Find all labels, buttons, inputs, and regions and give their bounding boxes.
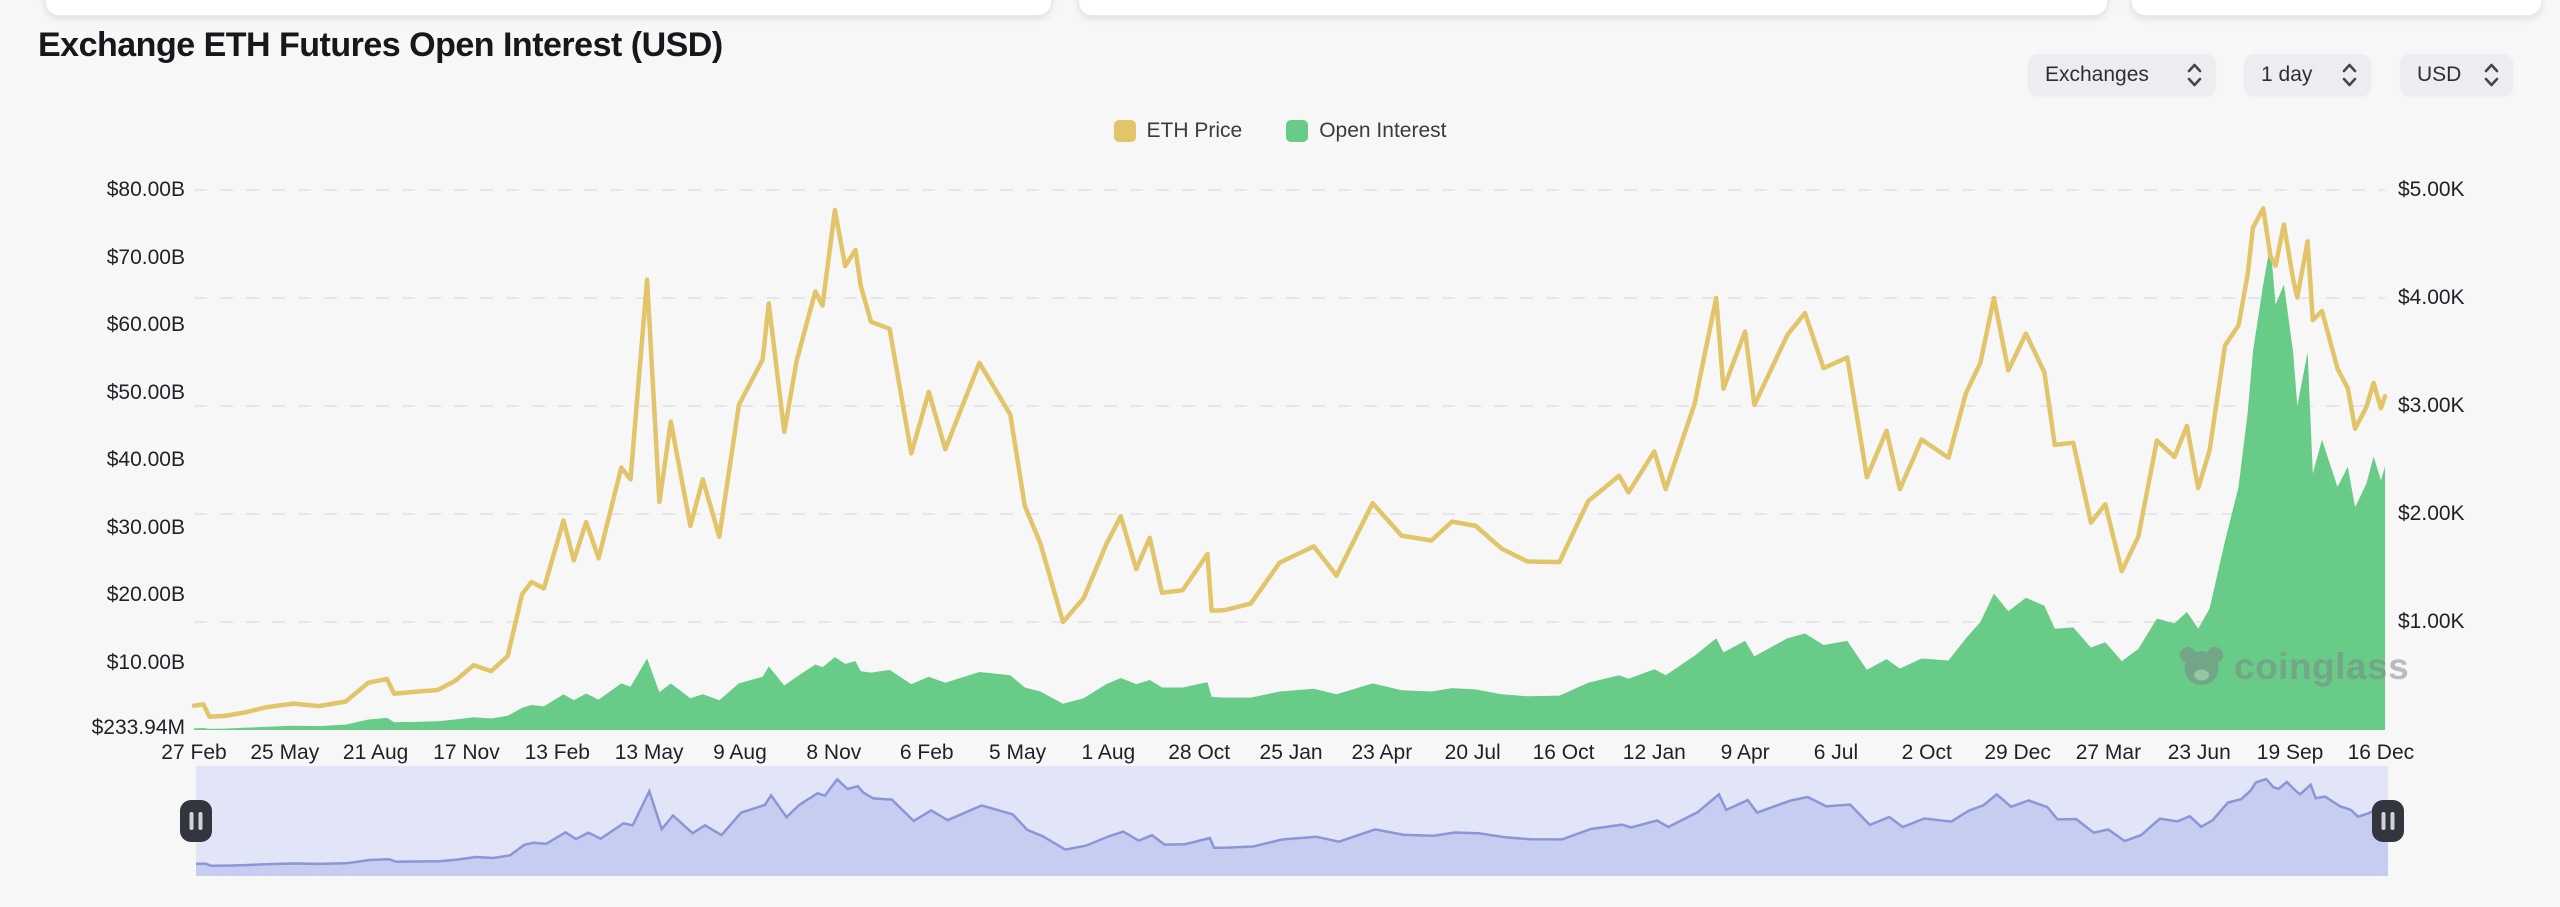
legend-item-open-interest[interactable]: Open Interest: [1286, 119, 1446, 143]
x-axis-label: 2 Oct: [1901, 741, 1952, 764]
y-axis-left-label: $70.00B: [106, 245, 185, 269]
y-axis-right-label: $3.00K: [2398, 394, 2465, 417]
interval-dropdown-label: 1 day: [2261, 63, 2313, 86]
exchanges-dropdown[interactable]: Exchanges: [2028, 54, 2216, 96]
x-axis-label: 9 Aug: [713, 741, 767, 764]
y-axis-left-label: $40.00B: [106, 448, 185, 471]
navigator-area: [196, 779, 2388, 876]
x-axis-label: 17 Nov: [433, 741, 500, 764]
legend: ETH Price Open Interest: [0, 119, 2560, 143]
y-axis-right-label: $2.00K: [2398, 502, 2465, 525]
x-axis-label: 13 Feb: [524, 741, 590, 764]
x-axis-label: 5 May: [988, 741, 1047, 764]
x-axis-label: 23 Jun: [2167, 741, 2231, 764]
y-axis-left-label: $50.00B: [106, 380, 185, 404]
currency-dropdown[interactable]: USD: [2400, 54, 2513, 96]
navigator-right-handle[interactable]: [2372, 800, 2404, 842]
x-axis-label: 1 Aug: [1081, 741, 1136, 764]
y-axis-left-label: $233.94M: [91, 716, 185, 740]
currency-dropdown-label: USD: [2417, 63, 2462, 86]
x-axis-label: 16 Dec: [2347, 741, 2415, 764]
x-axis-label: 21 Aug: [342, 741, 409, 764]
updown-chevron-icon: [2187, 63, 2202, 87]
x-axis-label: 13 May: [614, 741, 684, 764]
y-axis-left-label: $10.00B: [106, 650, 185, 674]
eth-price-line: [191, 206, 2388, 720]
x-axis-label: 29 Dec: [1984, 741, 2051, 764]
page-title: Exchange ETH Futures Open Interest (USD): [38, 26, 723, 64]
x-axis-label: 9 Apr: [1720, 741, 1770, 764]
y-axis-right-label: $4.00K: [2398, 286, 2465, 309]
y-axis-left-label: $30.00B: [106, 515, 185, 539]
x-axis-label: 6 Jul: [1813, 741, 1859, 764]
x-axis-label: 16 Oct: [1532, 741, 1595, 764]
x-axis-label: 25 Jan: [1259, 741, 1323, 764]
x-axis-label: 6 Feb: [899, 741, 954, 764]
updown-chevron-icon: [2484, 63, 2499, 87]
x-axis-label: 23 Apr: [1351, 741, 1413, 764]
x-axis-label: 27 Feb: [161, 741, 227, 764]
legend-item-eth-price[interactable]: ETH Price: [1113, 119, 1243, 143]
x-axis-label: 12 Jan: [1622, 741, 1686, 764]
navigator-left-handle[interactable]: [180, 800, 212, 842]
updown-chevron-icon: [2342, 63, 2357, 87]
open-interest-area: [194, 244, 2385, 730]
interval-dropdown[interactable]: 1 day: [2244, 54, 2371, 96]
x-axis-label: 19 Sep: [2256, 741, 2324, 764]
exchanges-dropdown-label: Exchanges: [2045, 63, 2149, 86]
open-interest-swatch: [1286, 120, 1309, 142]
y-axis-left-label: $60.00B: [106, 313, 185, 336]
legend-label: Open Interest: [1319, 119, 1447, 142]
y-axis-right-label: $1.00K: [2398, 610, 2465, 633]
x-axis-label: 25 May: [250, 741, 320, 764]
x-axis-label: 28 Oct: [1168, 741, 1231, 764]
y-axis-right-label: $5.00K: [2398, 178, 2465, 201]
navigator-line: [195, 777, 2389, 868]
x-axis-label: 8 Nov: [806, 741, 862, 764]
legend-label: ETH Price: [1146, 119, 1243, 142]
y-axis-left-label: $80.00B: [106, 178, 185, 201]
eth-price-swatch: [1113, 120, 1136, 142]
y-axis-left-label: $20.00B: [106, 583, 185, 606]
x-axis-label: 27 Mar: [2075, 741, 2142, 764]
x-axis-label: 20 Jul: [1444, 741, 1501, 764]
